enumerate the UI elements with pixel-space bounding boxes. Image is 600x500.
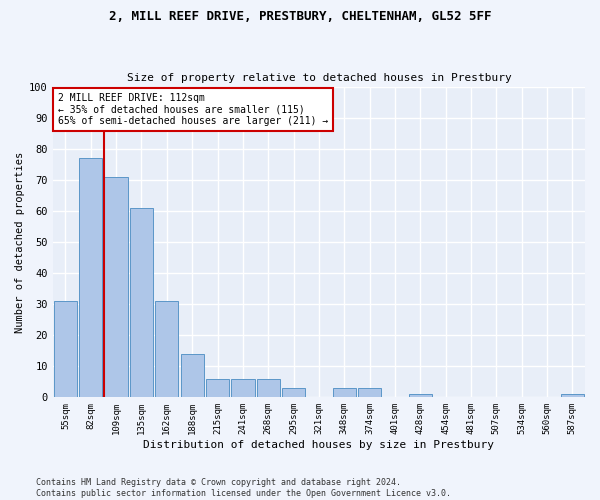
- Bar: [206, 378, 229, 398]
- Bar: [104, 176, 128, 398]
- Bar: [409, 394, 432, 398]
- Bar: [332, 388, 356, 398]
- Bar: [231, 378, 254, 398]
- Bar: [54, 301, 77, 398]
- Bar: [130, 208, 153, 398]
- Title: Size of property relative to detached houses in Prestbury: Size of property relative to detached ho…: [127, 73, 511, 83]
- Bar: [282, 388, 305, 398]
- Bar: [155, 301, 178, 398]
- Bar: [560, 394, 584, 398]
- Text: Contains HM Land Registry data © Crown copyright and database right 2024.
Contai: Contains HM Land Registry data © Crown c…: [36, 478, 451, 498]
- Bar: [181, 354, 204, 398]
- Y-axis label: Number of detached properties: Number of detached properties: [15, 152, 25, 332]
- X-axis label: Distribution of detached houses by size in Prestbury: Distribution of detached houses by size …: [143, 440, 494, 450]
- Bar: [358, 388, 381, 398]
- Bar: [257, 378, 280, 398]
- Text: 2, MILL REEF DRIVE, PRESTBURY, CHELTENHAM, GL52 5FF: 2, MILL REEF DRIVE, PRESTBURY, CHELTENHA…: [109, 10, 491, 23]
- Text: 2 MILL REEF DRIVE: 112sqm
← 35% of detached houses are smaller (115)
65% of semi: 2 MILL REEF DRIVE: 112sqm ← 35% of detac…: [58, 93, 328, 126]
- Bar: [79, 158, 103, 398]
